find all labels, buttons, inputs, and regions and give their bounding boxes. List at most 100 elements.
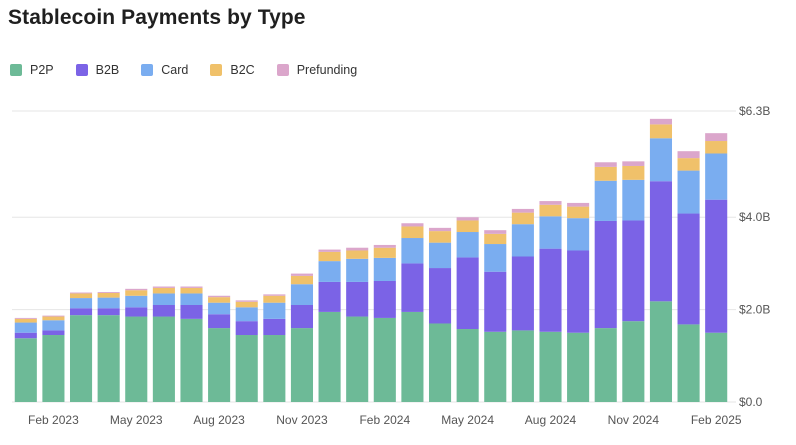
x-tick-label: Feb 2023 xyxy=(28,413,79,427)
bar-segment-card xyxy=(97,297,120,309)
bar-segment-b2b xyxy=(69,308,93,316)
bar-segment-prefunding xyxy=(152,286,175,288)
bar-segment-card xyxy=(428,242,452,269)
legend-item-b2b[interactable]: B2B xyxy=(75,63,120,77)
bar-segment-b2c xyxy=(290,275,314,285)
bar-segment-p2p xyxy=(567,332,590,402)
bar-segment-card xyxy=(69,298,93,309)
bar-segment-prefunding xyxy=(484,230,507,234)
bar-segment-prefunding xyxy=(705,133,728,142)
bar-segment-card xyxy=(318,261,341,282)
bar-segment-prefunding xyxy=(180,286,203,288)
bar-segment-b2b xyxy=(14,332,37,339)
x-tick-label: May 2024 xyxy=(441,413,494,427)
legend-item-prefunding[interactable]: Prefunding xyxy=(276,63,358,77)
bar-segment-b2c xyxy=(511,212,534,225)
bar-segment-prefunding xyxy=(42,315,65,317)
chart-title: Stablecoin Payments by Type xyxy=(8,6,306,29)
bar-segment-p2p xyxy=(649,301,673,402)
bar-segment-p2p xyxy=(14,338,37,402)
bar-segment-b2c xyxy=(263,295,286,303)
bar-segment-card xyxy=(373,257,396,281)
bar-segment-card xyxy=(346,258,369,282)
bar-segment-b2b xyxy=(346,281,369,317)
bar-segment-b2b xyxy=(594,220,617,329)
bar-segment-card xyxy=(152,293,175,305)
bar-segment-p2p xyxy=(511,330,534,402)
bar-segment-prefunding xyxy=(208,295,231,298)
x-tick-label: Nov 2024 xyxy=(608,413,660,427)
bar-segment-b2b xyxy=(42,330,65,336)
bar-segment-prefunding xyxy=(69,292,93,294)
legend-swatch xyxy=(210,64,223,76)
bar-segment-p2p xyxy=(677,324,700,402)
bar-segment-b2c xyxy=(484,233,507,245)
bar-segment-card xyxy=(649,138,673,182)
bar-segment-b2c xyxy=(180,287,203,294)
bar-segment-b2b xyxy=(539,248,562,332)
bar-segment-card xyxy=(42,320,65,331)
bar-segment-p2p xyxy=(484,331,507,402)
bar-segment-p2p xyxy=(290,328,314,402)
bar-segment-p2p xyxy=(594,328,617,402)
bar-segment-p2p xyxy=(152,316,175,402)
bar-segment-b2c xyxy=(428,231,452,243)
bar-segment-b2b xyxy=(208,314,231,329)
bar-segment-p2p xyxy=(346,316,369,402)
y-tick-label: $4.0B xyxy=(739,210,770,224)
bar-segment-card xyxy=(290,284,314,305)
y-tick-label: $6.3B xyxy=(739,104,770,118)
bar-segment-b2c xyxy=(208,297,231,303)
bar-segment-b2c xyxy=(567,206,590,219)
bar-segment-b2c xyxy=(401,226,424,239)
bar-segment-b2c xyxy=(235,301,258,308)
bar-segment-card xyxy=(511,224,534,257)
bar-segment-b2b xyxy=(97,308,120,316)
legend-item-p2p[interactable]: P2P xyxy=(10,63,54,77)
legend-item-b2c[interactable]: B2C xyxy=(210,63,255,77)
bar-segment-b2b xyxy=(511,256,534,331)
bar-segment-b2c xyxy=(649,124,673,139)
bar-segment-p2p xyxy=(42,335,65,402)
bar-segment-card xyxy=(263,302,286,319)
bar-segment-card xyxy=(484,244,507,272)
bar-segment-b2c xyxy=(346,250,369,259)
bar-segment-card xyxy=(705,153,728,200)
bar-segment-card xyxy=(401,238,424,264)
bar-segment-b2b xyxy=(373,280,396,318)
bar-segment-b2c xyxy=(373,247,396,258)
bar-segment-card xyxy=(235,307,258,322)
legend-label: Prefunding xyxy=(296,63,358,77)
bar-segment-card xyxy=(456,232,479,258)
x-tick-label: Aug 2023 xyxy=(193,413,245,427)
bar-segment-card xyxy=(180,293,203,305)
bar-segment-prefunding xyxy=(511,208,534,213)
bar-segment-prefunding xyxy=(622,161,645,166)
x-tick-label: May 2023 xyxy=(110,413,163,427)
bar-segment-prefunding xyxy=(456,217,479,221)
legend-label: B2B xyxy=(95,63,120,77)
bar-segment-p2p xyxy=(539,331,562,402)
bar-segment-b2c xyxy=(69,293,93,299)
bar-segment-prefunding xyxy=(318,249,341,252)
bar-segment-p2p xyxy=(69,315,93,402)
bar-segment-b2c xyxy=(705,141,728,154)
bar-segment-prefunding xyxy=(594,162,617,167)
bar-segment-p2p xyxy=(456,329,479,402)
legend-item-card[interactable]: Card xyxy=(141,63,188,77)
bar-segment-prefunding xyxy=(567,202,590,207)
bar-segment-b2c xyxy=(456,220,479,233)
bar-segment-b2b xyxy=(152,305,175,317)
bar-segment-b2b xyxy=(428,268,452,324)
legend-swatch xyxy=(75,64,88,76)
bar-segment-p2p xyxy=(705,332,728,402)
bar-segment-prefunding xyxy=(677,151,700,159)
bar-segment-p2p xyxy=(318,311,341,402)
bar-segment-b2b xyxy=(290,305,314,329)
bar-segment-card xyxy=(14,322,37,333)
x-tick-label: Nov 2023 xyxy=(276,413,328,427)
y-tick-label: $0.0 xyxy=(739,395,763,409)
bar-segment-b2b xyxy=(180,305,203,319)
bar-segment-prefunding xyxy=(14,317,37,319)
bar-segment-b2c xyxy=(677,158,700,171)
